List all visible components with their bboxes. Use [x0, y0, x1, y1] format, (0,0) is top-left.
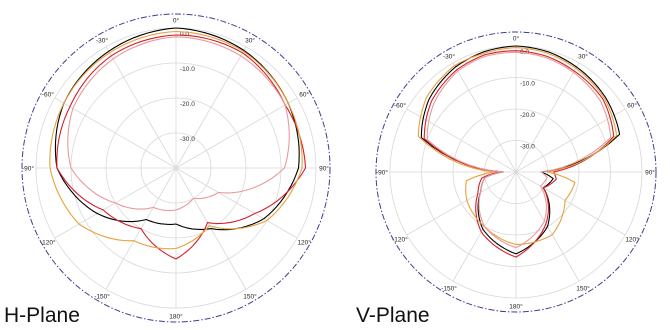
- h-plane-series-1: [54, 27, 300, 231]
- v-plane-angle-label: 90°: [645, 169, 655, 177]
- h-plane-angle-label: -60°: [42, 91, 54, 99]
- v-plane-grid-spoke-30: [515, 62, 580, 173]
- v-plane-radial-label: -20.0: [520, 112, 535, 119]
- v-plane-grid-spoke-240: [406, 171, 517, 236]
- h-plane-angle-label: -150°: [94, 293, 110, 301]
- h-plane-grid-spoke-120: [175, 167, 298, 239]
- h-plane-angle-label: 0°: [173, 17, 180, 25]
- v-plane-angle-label: 120°: [625, 236, 639, 244]
- v-plane-series-2: [423, 50, 615, 258]
- h-plane-angle-label: -120°: [40, 239, 56, 247]
- v-plane-polar-chart: 0° 30° 60° 90° 120° 150° 180° -150° -120° -90° -60…: [375, 31, 657, 313]
- h-plane-angle-label: 90°: [319, 165, 329, 173]
- h-plane-series-3: [49, 30, 303, 250]
- v-plane-angle-label: 180°: [509, 303, 523, 311]
- h-plane-radial-label: 0.0: [180, 31, 189, 38]
- h-plane-angle-label: -90°: [22, 165, 34, 173]
- h-plane-radial-label: -30.0: [180, 136, 195, 143]
- v-plane-angle-label: -60°: [394, 102, 406, 110]
- h-plane-angle-label: -30°: [96, 36, 108, 44]
- h-plane-grid-spoke-330: [105, 46, 177, 169]
- v-plane-grid-spoke-330: [452, 62, 517, 173]
- h-plane-radial-label: -10.0: [180, 66, 195, 73]
- h-plane-reference-circle: [21, 13, 331, 323]
- v-plane-reference-circle: [375, 31, 657, 313]
- h-plane-angle-label: 120°: [297, 239, 311, 247]
- h-plane-series-2: [56, 34, 307, 260]
- h-plane-polar-chart: 0° 30° 60° 90° 120° 150° 180° -150° -120° -90° -60…: [21, 13, 331, 323]
- h-plane-grid-spoke-300: [54, 97, 177, 169]
- v-plane-series-4: [426, 51, 612, 249]
- h-plane-angle-label: 150°: [243, 293, 257, 301]
- v-plane-angle-label: -150°: [441, 285, 457, 293]
- v-plane-grid-spoke-300: [406, 108, 517, 173]
- h-plane-grid-spoke-30: [175, 46, 247, 169]
- v-plane-angle-label: -120°: [392, 236, 408, 244]
- v-plane-radial-label: -10.0: [520, 81, 535, 88]
- v-plane-angle-label: 30°: [578, 52, 588, 60]
- v-plane-angle-label: 150°: [576, 285, 590, 293]
- h-plane-title: H-Plane: [4, 304, 80, 327]
- h-plane-series-4: [67, 36, 290, 212]
- h-plane-angle-label: 30°: [245, 36, 255, 44]
- v-plane-radial-label: 0.0: [520, 49, 529, 56]
- v-plane-radial-label: -30.0: [520, 144, 535, 151]
- v-plane-angle-label: -90°: [376, 169, 388, 177]
- v-plane-grid-spoke-120: [515, 171, 626, 236]
- v-plane-angle-label: -30°: [443, 52, 455, 60]
- h-plane-angle-label: 60°: [299, 91, 309, 99]
- v-plane-title: V-Plane: [356, 304, 430, 327]
- v-plane-angle-label: 0°: [513, 35, 520, 43]
- h-plane-radial-label: -20.0: [180, 101, 195, 108]
- h-plane-angle-label: 180°: [169, 313, 183, 321]
- v-plane-series-3: [417, 47, 618, 245]
- h-plane-grid-spoke-60: [175, 97, 298, 169]
- v-plane-angle-label: 60°: [627, 102, 637, 110]
